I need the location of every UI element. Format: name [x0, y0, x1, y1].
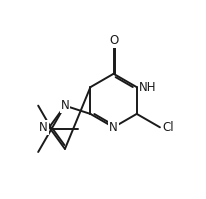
Text: Cl: Cl [162, 121, 174, 134]
Text: N: N [109, 121, 118, 134]
Text: NH: NH [139, 81, 156, 94]
Text: N: N [39, 121, 48, 134]
Text: N: N [61, 99, 69, 112]
Text: O: O [109, 34, 118, 47]
